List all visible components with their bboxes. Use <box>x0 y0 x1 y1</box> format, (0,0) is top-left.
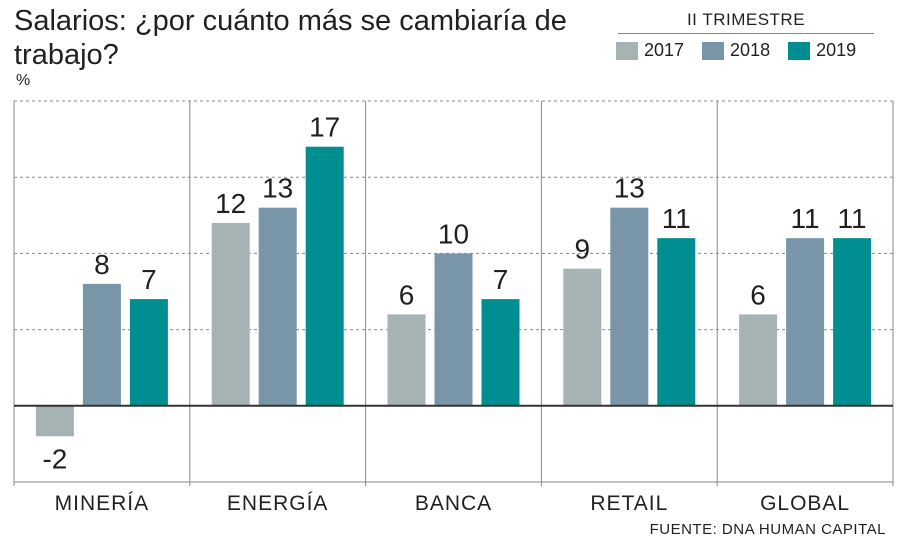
bar-retail-2017 <box>563 268 602 406</box>
category-label: RETAIL <box>590 492 668 515</box>
legend-label-2018: 2018 <box>730 40 771 60</box>
data-label: 9 <box>575 234 591 265</box>
legend-title: II TRIMESTRE <box>618 10 874 34</box>
bar-banca-2019 <box>481 299 520 406</box>
bar-global-2018 <box>786 238 825 406</box>
data-label: 11 <box>838 203 867 234</box>
category-label: BANCA <box>415 492 492 515</box>
bar-global-2017 <box>739 314 778 406</box>
legend-item-2019: 2019 <box>788 40 856 61</box>
data-label: 7 <box>493 264 509 295</box>
category-label: ENERGÍA <box>227 492 329 515</box>
legend-swatch-2019 <box>788 41 811 60</box>
legend: II TRIMESTRE 2017 2018 2019 <box>612 10 884 61</box>
bar-retail-2018 <box>610 207 649 406</box>
data-label: 6 <box>399 279 415 310</box>
data-label: 11 <box>662 203 691 234</box>
data-label: 6 <box>750 279 766 310</box>
legend-item-2017: 2017 <box>616 40 684 61</box>
category-label: MINERÍA <box>55 492 150 515</box>
legend-item-2018: 2018 <box>702 40 770 61</box>
data-label: -2 <box>42 443 67 474</box>
source-note: FUENTE: DNA HUMAN CAPITAL <box>649 521 886 538</box>
category-label: GLOBAL <box>760 492 850 515</box>
bar-energía-2017 <box>211 222 250 406</box>
legend-items: 2017 2018 2019 <box>616 40 884 61</box>
bar-minería-2017 <box>35 405 74 437</box>
data-label: 10 <box>438 218 469 249</box>
chart-title: Salarios: ¿por cuánto más se cambiaría d… <box>14 5 567 71</box>
bar-banca-2017 <box>387 314 426 406</box>
legend-label-2019: 2019 <box>816 40 857 60</box>
data-label: 17 <box>309 112 340 143</box>
legend-swatch-2018 <box>702 41 725 60</box>
bar-global-2019 <box>833 238 872 406</box>
data-label: 11 <box>791 203 820 234</box>
bar-minería-2018 <box>82 283 121 406</box>
bar-retail-2019 <box>657 238 696 406</box>
unit-label: % <box>16 72 31 89</box>
bar-banca-2018 <box>434 253 473 406</box>
legend-label-2017: 2017 <box>644 40 685 60</box>
data-label: 12 <box>215 188 246 219</box>
bar-energía-2019 <box>305 146 344 406</box>
bar-minería-2019 <box>129 299 168 406</box>
data-label: 8 <box>94 249 110 280</box>
data-label: 13 <box>614 173 645 204</box>
data-label: 7 <box>141 264 157 295</box>
bar-energía-2018 <box>258 207 297 406</box>
data-label: 13 <box>262 173 293 204</box>
legend-swatch-2017 <box>616 41 638 60</box>
